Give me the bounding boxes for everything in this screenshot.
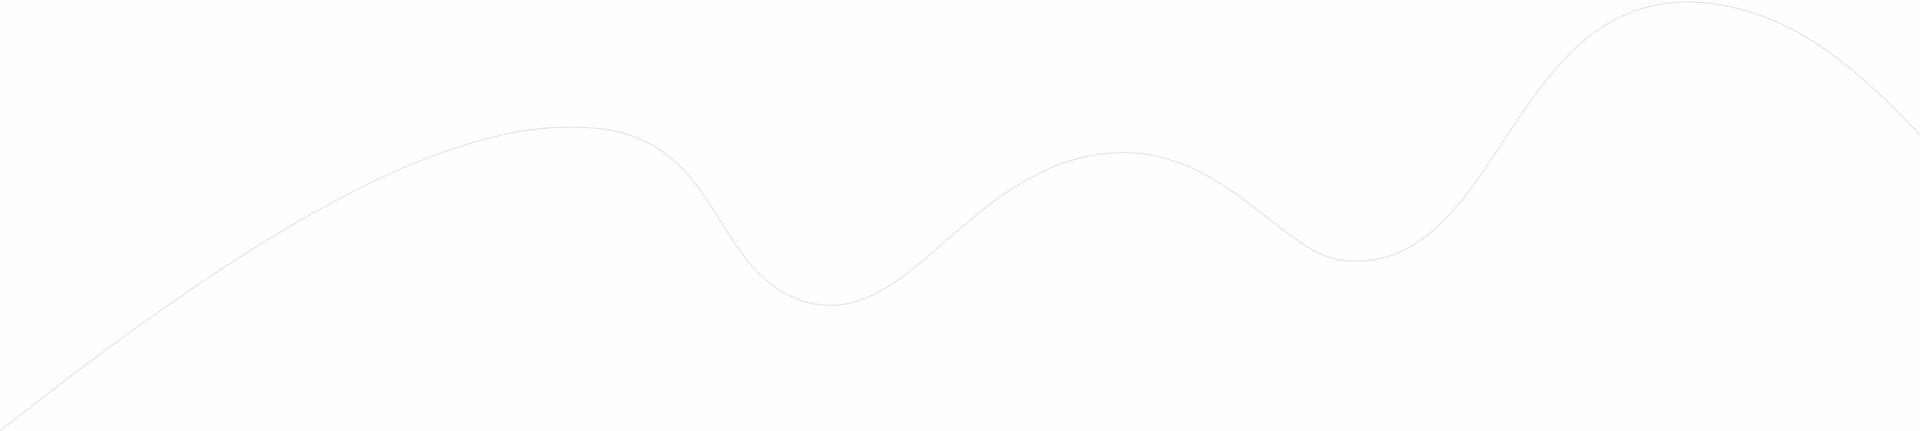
blank-canvas xyxy=(0,0,1920,431)
decorative-wave-graphic xyxy=(0,1,1920,431)
wave-line xyxy=(0,1,1920,431)
